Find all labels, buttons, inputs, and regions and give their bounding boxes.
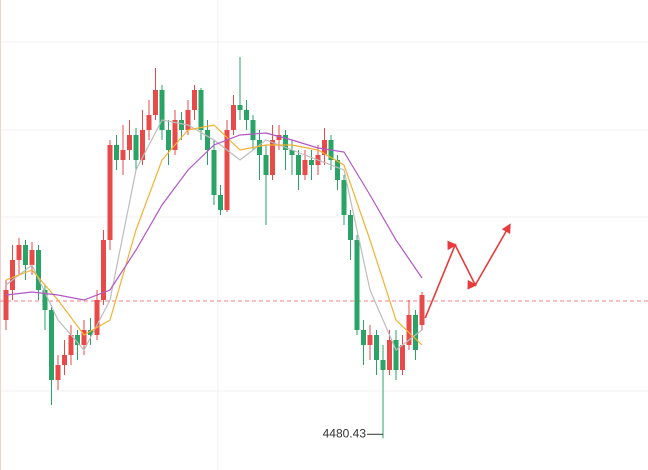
candle-body — [244, 110, 249, 120]
candle-body — [322, 140, 327, 155]
candle-body — [361, 330, 366, 345]
forecast-path — [424, 223, 511, 319]
candle-body — [179, 120, 184, 130]
candle-body — [23, 245, 28, 265]
candle-body — [159, 90, 165, 130]
candle-body — [250, 120, 256, 140]
candle-body — [211, 150, 217, 195]
candle-body — [29, 250, 35, 265]
candle-body — [101, 240, 106, 300]
candle-body — [348, 215, 353, 240]
candle-body — [140, 130, 145, 160]
candle-body — [172, 120, 178, 150]
candle-body — [289, 150, 295, 155]
candle-body — [88, 330, 93, 335]
candle-body — [309, 160, 314, 165]
candle-body — [166, 130, 171, 150]
candle-body — [146, 115, 152, 130]
low-annotation: 4480.43 — [323, 426, 367, 440]
candle-body — [374, 335, 379, 360]
candle-body — [283, 135, 288, 150]
candle-body — [81, 330, 87, 345]
candle-body — [68, 335, 74, 355]
candle-body — [49, 310, 54, 380]
candle-body — [114, 145, 119, 160]
candle-body — [400, 345, 405, 370]
candle-body — [393, 340, 399, 370]
candle-body — [341, 180, 347, 215]
candle-body — [75, 335, 80, 345]
candle-body — [335, 160, 340, 180]
candle-body — [133, 135, 139, 160]
candle-body — [380, 360, 386, 370]
candle-body — [387, 340, 392, 370]
candle-body — [302, 160, 308, 175]
candle-body — [185, 110, 191, 130]
candle-body — [270, 140, 275, 175]
candle-body — [16, 245, 22, 260]
candle-body — [406, 315, 412, 345]
candle-body — [107, 145, 113, 240]
moving-average-line — [5, 124, 423, 346]
candle-body — [413, 315, 418, 350]
candle-body — [120, 150, 126, 160]
candle-body — [42, 290, 48, 310]
candle-body — [354, 240, 360, 330]
candle-body — [237, 105, 243, 110]
candle-body — [198, 90, 204, 130]
candle-body — [192, 90, 197, 110]
candle-body — [276, 135, 282, 140]
candle-body — [263, 155, 269, 175]
candle-body — [10, 260, 15, 290]
candle-body — [419, 295, 425, 325]
candle-body — [94, 300, 100, 335]
candle-body — [36, 250, 41, 290]
candle-body — [205, 130, 210, 150]
candle-body — [153, 90, 158, 115]
candle-body — [367, 335, 373, 345]
candle-body — [3, 290, 9, 320]
candle-body — [55, 365, 61, 380]
candle-body — [296, 155, 301, 175]
candle-body — [257, 140, 262, 155]
candle-body — [224, 130, 230, 210]
candle-body — [127, 135, 132, 150]
candle-body — [231, 105, 236, 130]
moving-average-line — [5, 119, 423, 352]
candle-body — [218, 195, 223, 210]
moving-average-line — [5, 132, 423, 301]
candle-body — [62, 355, 67, 365]
